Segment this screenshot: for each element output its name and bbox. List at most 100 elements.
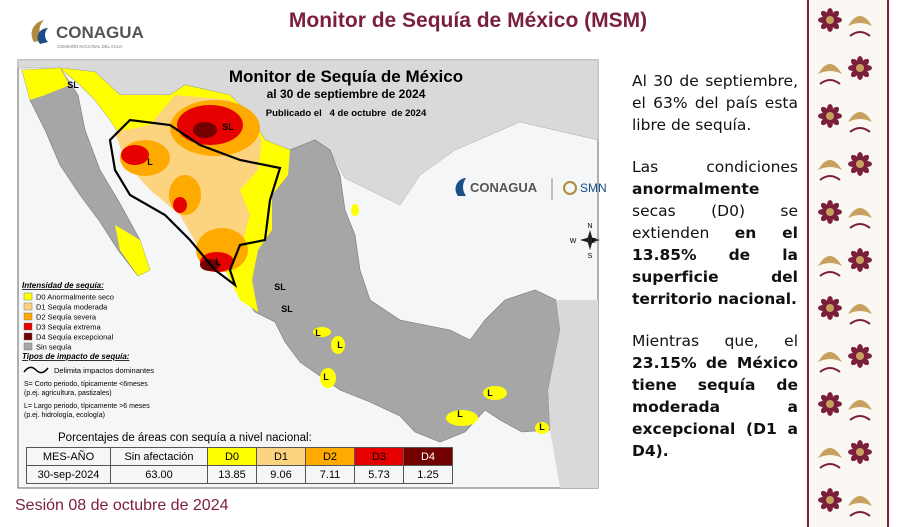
impact-note: L= Largo periodo, típicamente >6 meses [24,403,150,410]
compass: N S E W [570,223,600,260]
table-header-cell: D2 [305,447,355,466]
map-subtitle: al 30 de septiembre de 2024 [267,87,426,101]
petal [830,394,840,404]
vine [819,175,841,181]
d0-area [115,225,150,276]
d0-area [483,386,507,400]
impact-notes: S= Corto periodo, típicamente <6meses (p.… [24,381,150,419]
flower-center [856,352,864,360]
legend-swatch [23,332,33,341]
text-segment: Mientras que, el [632,332,798,350]
leaf [818,256,842,266]
d0-area [446,410,478,426]
region-label: SL [67,80,79,90]
flower-center [856,64,864,72]
table-cell: 63.00 [110,465,208,484]
conagua-logo: CONAGUA COMISIÓN NACIONAL DEL AGUA [31,20,144,49]
footer: Sesión 08 de octubre de 2024 [15,497,229,514]
d0-area [535,422,549,434]
text-segment: anormalmente [632,180,760,198]
table-cell: 1.25 [403,465,453,484]
legend-label: D3 Sequía extrema [36,323,101,332]
d4-area [193,122,217,138]
table-header-cell: Sin afectación [110,447,208,466]
table-cell: 13.85 [207,465,257,484]
region-label: SL [222,122,234,132]
text-segment: en el 13.85% de la superficie del territ… [632,224,798,308]
impacts-title: Tipos de impacto de sequía: [22,352,130,361]
vine [819,463,841,469]
drought-table: MES-AÑO Sin afectación D0 D1 D2 D3 D4 30-sep-20… [26,447,453,484]
table-cell: 5.73 [354,465,404,484]
leaf [848,112,872,122]
flower-center [826,112,834,120]
petal [830,106,840,116]
region-label: L [539,422,545,432]
leaf [848,496,872,506]
map-published: Publicado el 4 de octubre de 2024 [266,108,427,119]
petal [860,154,870,164]
petal [860,346,870,356]
text-segment: Al 30 de septiembre, el 63% del país est… [632,72,798,134]
table-header-cell: D1 [256,447,306,466]
map: SL SL L L SL SL L L L L L L Monitor de Sequía de Mé… [17,59,607,488]
flower-center [826,208,834,216]
impact-note: S= Corto periodo, típicamente <6meses [24,381,148,388]
vine [849,511,871,517]
table-row: 30-sep-2024 63.00 13.85 9.06 7.11 5.73 1.25 [26,465,453,484]
legend-label: Sin sequía [36,343,72,352]
d0-area [351,204,359,216]
impacts-line: Delimita impactos dominantes [54,366,154,375]
flower-center [856,448,864,456]
flower-center [826,304,834,312]
legend-label: D0 Anormalmente seco [36,293,114,302]
region-label: SL [281,304,293,314]
petal [860,442,870,452]
petal [830,10,840,20]
leaf [848,208,872,218]
petal [860,58,870,68]
vine [819,271,841,277]
legend-swatch [23,302,33,311]
paragraph: Mientras que, el 23.15% de México tiene … [632,330,798,462]
impact-boundary [108,118,282,288]
legend-swatch [23,342,33,351]
compass-label: S [588,253,593,260]
leaf [818,448,842,458]
flower-center [856,160,864,168]
region-labels: SL SL L L SL SL L L L L L L [67,80,545,432]
logo-text: CONAGUA [56,23,144,42]
leaf [818,160,842,170]
d0-area [320,368,336,388]
table-cell: 9.06 [256,465,306,484]
petal [860,250,870,260]
vine [849,223,871,229]
leaf [848,16,872,26]
text-segment: secas (D0) se extienden [632,202,798,242]
map-logo: SMN [580,181,607,195]
ornament-background [805,0,890,527]
central-america [548,300,598,488]
compass-label: W [570,238,577,245]
flower-center [826,496,834,504]
paragraph: Las condiciones anormalmente secas (D0) … [632,156,798,310]
table-header-cell: D3 [354,447,404,466]
logo-subtitle: COMISIÓN NACIONAL DEL AGUA [57,44,123,49]
legend-title: Intensidad de sequía: [22,281,104,290]
ornament [818,8,872,517]
region-label: L [487,388,493,398]
text-segment: 23.15% de México tiene sequía de moderad… [632,354,798,460]
table-header-cell: MES-AÑO [26,447,111,466]
flower-center [826,16,834,24]
region-label: L [337,340,343,350]
paragraph: Al 30 de septiembre, el 63% del país est… [632,70,798,136]
d0-area [22,68,70,100]
region-label: SL [274,282,286,292]
impact-note: (p.ej. hidrología, ecología) [24,412,105,419]
legend-swatch [23,322,33,331]
d0-area [313,327,331,337]
leaf [848,304,872,314]
d3-area [121,145,149,165]
